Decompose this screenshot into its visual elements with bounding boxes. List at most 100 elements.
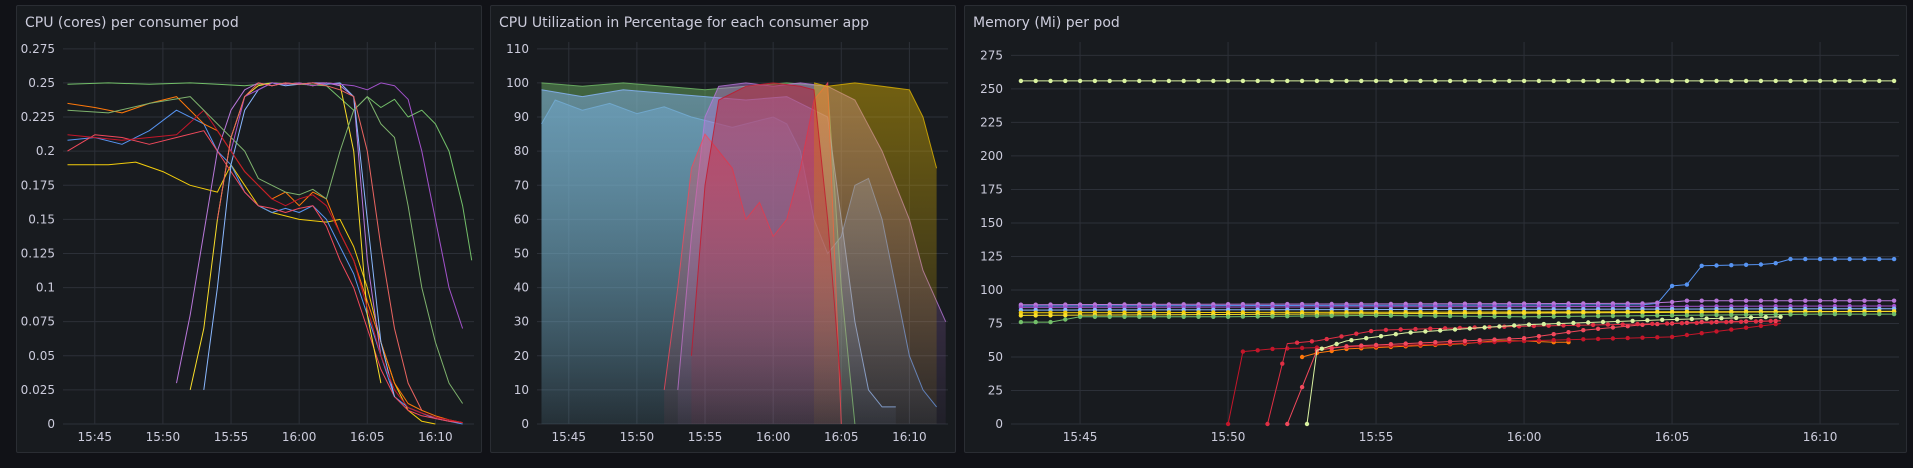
data-point: [1546, 323, 1551, 328]
data-point: [1655, 300, 1660, 305]
data-point: [1724, 319, 1729, 325]
data-point: [1359, 78, 1364, 84]
data-point: [1329, 313, 1334, 318]
panel-title[interactable]: CPU Utilization in Percentage for each c…: [499, 15, 869, 31]
data-point: [1137, 78, 1142, 84]
data-point: [1734, 315, 1739, 321]
data-point: [1743, 298, 1749, 303]
data-point: [1610, 336, 1616, 341]
data-point: [1640, 310, 1645, 315]
data-point: [1403, 341, 1408, 346]
series-line: [1020, 258, 1895, 307]
y-tick-label: 70: [514, 178, 529, 192]
data-point: [1063, 317, 1068, 322]
data-point: [1433, 340, 1438, 345]
data-point: [1595, 301, 1601, 306]
y-tick-label: 0: [47, 417, 55, 431]
data-point: [1063, 78, 1068, 84]
data-point: [1684, 282, 1690, 287]
grid: [1011, 42, 1899, 425]
data-point: [1240, 314, 1246, 319]
x-tick-label: 15:55: [688, 430, 723, 444]
data-point: [1536, 314, 1542, 319]
panel-title[interactable]: CPU (cores) per consumer pod: [25, 15, 239, 31]
data-point: [1122, 78, 1127, 84]
data-point: [1314, 313, 1320, 319]
data-point: [1270, 346, 1275, 352]
x-tick-label: 15:45: [551, 430, 586, 444]
data-point: [1699, 263, 1704, 268]
data-point: [1699, 78, 1704, 84]
data-point: [1615, 319, 1620, 324]
data-point: [1773, 78, 1778, 84]
data-point: [1669, 334, 1675, 340]
data-point: [1521, 78, 1527, 84]
data-point: [1788, 256, 1793, 262]
series-line: [67, 130, 463, 424]
data-point: [1610, 313, 1616, 319]
data-point: [1788, 298, 1793, 303]
data-point: [1373, 313, 1379, 318]
data-point: [1832, 256, 1838, 262]
data-point: [1196, 314, 1201, 319]
x-tick-label: 15:45: [1063, 430, 1098, 444]
data-point: [1743, 312, 1749, 317]
data-point: [1600, 319, 1606, 325]
data-point: [1107, 314, 1112, 319]
data-point: [1566, 314, 1571, 319]
data-point: [1467, 326, 1472, 331]
data-point: [1803, 312, 1808, 317]
data-point: [1299, 78, 1305, 84]
series-line: [189, 82, 382, 391]
series-line: [67, 109, 463, 425]
data-point: [1551, 332, 1556, 337]
memory-panel[interactable]: Memory (Mi) per pod 0 25 50 75 100 125 150 175 2…: [964, 5, 1907, 453]
y-tick-label: 110: [506, 42, 529, 56]
data-point: [1211, 78, 1216, 84]
data-point: [1684, 313, 1690, 318]
data-point: [1763, 314, 1768, 320]
data-point: [1092, 78, 1098, 84]
data-point: [1595, 313, 1601, 319]
data-point: [1595, 336, 1601, 342]
series-line: [1306, 316, 1781, 425]
data-point: [1566, 78, 1571, 84]
data-point: [1265, 421, 1270, 427]
data-point: [1497, 324, 1502, 329]
x-tick-label: 16:00: [282, 430, 317, 444]
data-point: [1285, 421, 1290, 427]
series-line: [1267, 320, 1781, 425]
series-line: [1020, 308, 1895, 311]
y-tick-label: 0.05: [28, 349, 55, 363]
data-point: [1877, 78, 1882, 84]
cpu-cores-panel[interactable]: CPU (cores) per consumer pod 0 0.025 0.05 0…: [16, 5, 482, 453]
y-tick-label: 125: [980, 249, 1003, 263]
data-point: [1571, 320, 1576, 326]
data-point: [1699, 313, 1704, 318]
data-point: [1482, 325, 1487, 330]
data-point: [1625, 301, 1630, 306]
x-tick-label: 16:05: [1655, 430, 1690, 444]
series-line: [176, 82, 382, 384]
data-point: [1788, 312, 1793, 317]
data-point: [1862, 256, 1867, 262]
panel-title[interactable]: Memory (Mi) per pod: [973, 15, 1120, 31]
data-point: [1551, 78, 1556, 84]
data-point: [1650, 321, 1655, 326]
data-point: [1151, 78, 1157, 84]
data-point: [1033, 78, 1038, 84]
data-point: [1655, 335, 1660, 340]
data-point: [1891, 311, 1897, 317]
y-tick-label: 225: [980, 115, 1003, 129]
data-point: [1714, 78, 1719, 84]
data-point: [1521, 314, 1527, 319]
cpu-utilization-panel[interactable]: CPU Utilization in Percentage for each c…: [490, 5, 956, 453]
data-point: [1225, 421, 1231, 427]
data-point: [1285, 314, 1290, 319]
y-tick-label: 100: [506, 76, 529, 90]
data-point: [1428, 326, 1433, 331]
cpu-cores-chart: 0 0.025 0.05 0.075 0.1 0.125 0.15 0.175 0.2 0.225…: [21, 42, 474, 444]
data-point: [1817, 311, 1823, 317]
data-point: [1319, 346, 1324, 351]
data-point: [1581, 314, 1586, 319]
